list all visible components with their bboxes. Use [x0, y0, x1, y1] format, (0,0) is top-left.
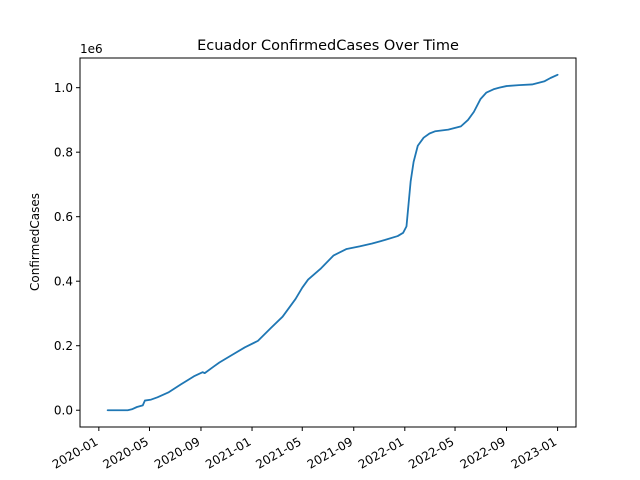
- y-axis-label: ConfirmedCases: [28, 193, 42, 291]
- y-offset-label: 1e6: [80, 42, 103, 56]
- y-tick-label: 0.4: [54, 275, 73, 289]
- series-line: [106, 73, 559, 412]
- x-tick-label: 2020-09: [152, 434, 202, 471]
- y-tick-label: 1.0: [54, 81, 73, 95]
- x-tick-label: 2021-01: [203, 434, 253, 471]
- x-tick-label: 2020-05: [101, 434, 151, 471]
- chart-title: Ecuador ConfirmedCases Over Time: [197, 38, 459, 54]
- y-tick-label: 0.8: [54, 146, 73, 160]
- x-tick-label: 2022-09: [458, 434, 508, 471]
- x-tick-label: 2021-05: [253, 434, 303, 471]
- y-tick-label: 0.6: [54, 210, 73, 224]
- y-tick-label: 0.0: [54, 404, 73, 418]
- x-tick-label: 2022-01: [356, 434, 406, 471]
- plot-frame: [79, 57, 577, 428]
- x-tick-label: 2023-01: [509, 434, 559, 471]
- x-tick-label: 2022-05: [406, 434, 456, 471]
- y-tick-label: 0.2: [54, 339, 73, 353]
- plot-area: [106, 73, 559, 412]
- x-tick-label: 2020-01: [50, 434, 100, 471]
- x-tick-label: 2021-09: [305, 434, 355, 471]
